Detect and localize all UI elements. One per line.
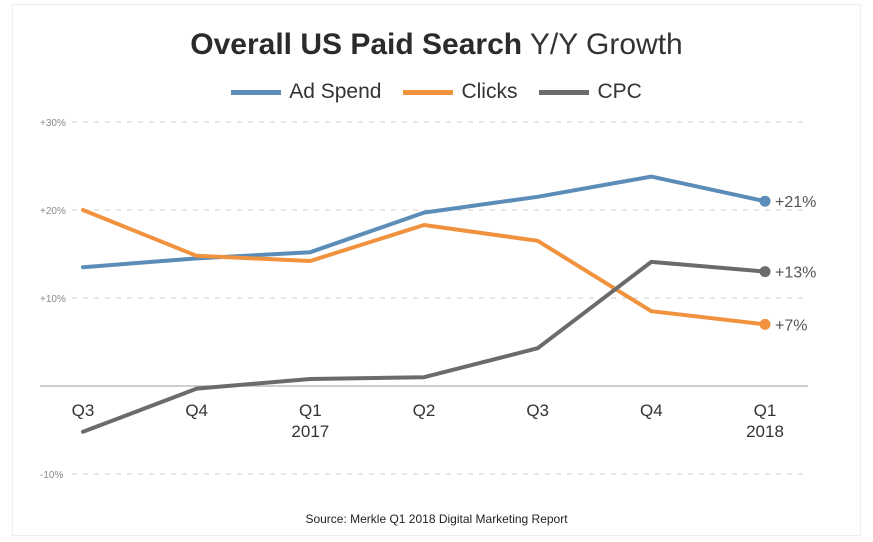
x-tick-year-6: 2018 xyxy=(746,422,784,441)
legend-swatch-clicks xyxy=(403,89,454,95)
x-tick-label-6: Q1 xyxy=(754,401,777,420)
legend-swatch-cpc xyxy=(539,89,590,95)
legend-label-cpc: CPC xyxy=(597,80,642,103)
x-tick-label-5: Q4 xyxy=(640,401,663,420)
legend-item-ad-spend: Ad Spend xyxy=(231,80,381,104)
series-end-label-clicks: +7% xyxy=(775,317,807,334)
x-tick-label-3: Q2 xyxy=(413,401,436,420)
chart-title-main: Overall US Paid Search xyxy=(190,28,523,61)
source-note: Source: Merkle Q1 2018 Digital Marketing… xyxy=(305,512,568,526)
y-tick-label-2: +10% xyxy=(40,294,66,305)
x-tick-label-2: Q1 xyxy=(299,401,322,420)
series-line-ad-spend xyxy=(81,174,767,270)
legend-swatch-ad-spend xyxy=(231,89,282,95)
series-line-cpc xyxy=(81,259,767,434)
x-tick-label-1: Q4 xyxy=(185,401,208,420)
legend-label-ad-spend: Ad Spend xyxy=(289,80,382,103)
legend-item-cpc: CPC xyxy=(539,80,642,104)
chart-title-suffix: Y/Y Growth xyxy=(529,28,683,61)
series-end-label-cpc: +13% xyxy=(775,265,816,282)
series-line-clicks xyxy=(81,208,767,327)
y-tick-label-0: +30% xyxy=(40,118,66,129)
series-end-marker-ad-spend xyxy=(759,195,771,207)
series-end-label-ad-spend: +21% xyxy=(775,194,816,211)
chart-title: Overall US Paid Search Y/Y Growth xyxy=(0,28,873,62)
chart-frame xyxy=(12,4,861,536)
chart-legend: Ad Spend Clicks CPC xyxy=(0,80,873,104)
series-end-marker-clicks xyxy=(759,318,771,330)
x-tick-label-0: Q3 xyxy=(72,401,95,420)
legend-label-clicks: Clicks xyxy=(461,80,518,103)
x-tick-label-4: Q3 xyxy=(526,401,549,420)
y-tick-label-1: +20% xyxy=(40,206,66,217)
x-tick-year-2: 2017 xyxy=(291,422,329,441)
legend-item-clicks: Clicks xyxy=(403,80,517,104)
y-tick-label-3: -10% xyxy=(40,470,63,481)
series-end-marker-cpc xyxy=(759,266,771,278)
